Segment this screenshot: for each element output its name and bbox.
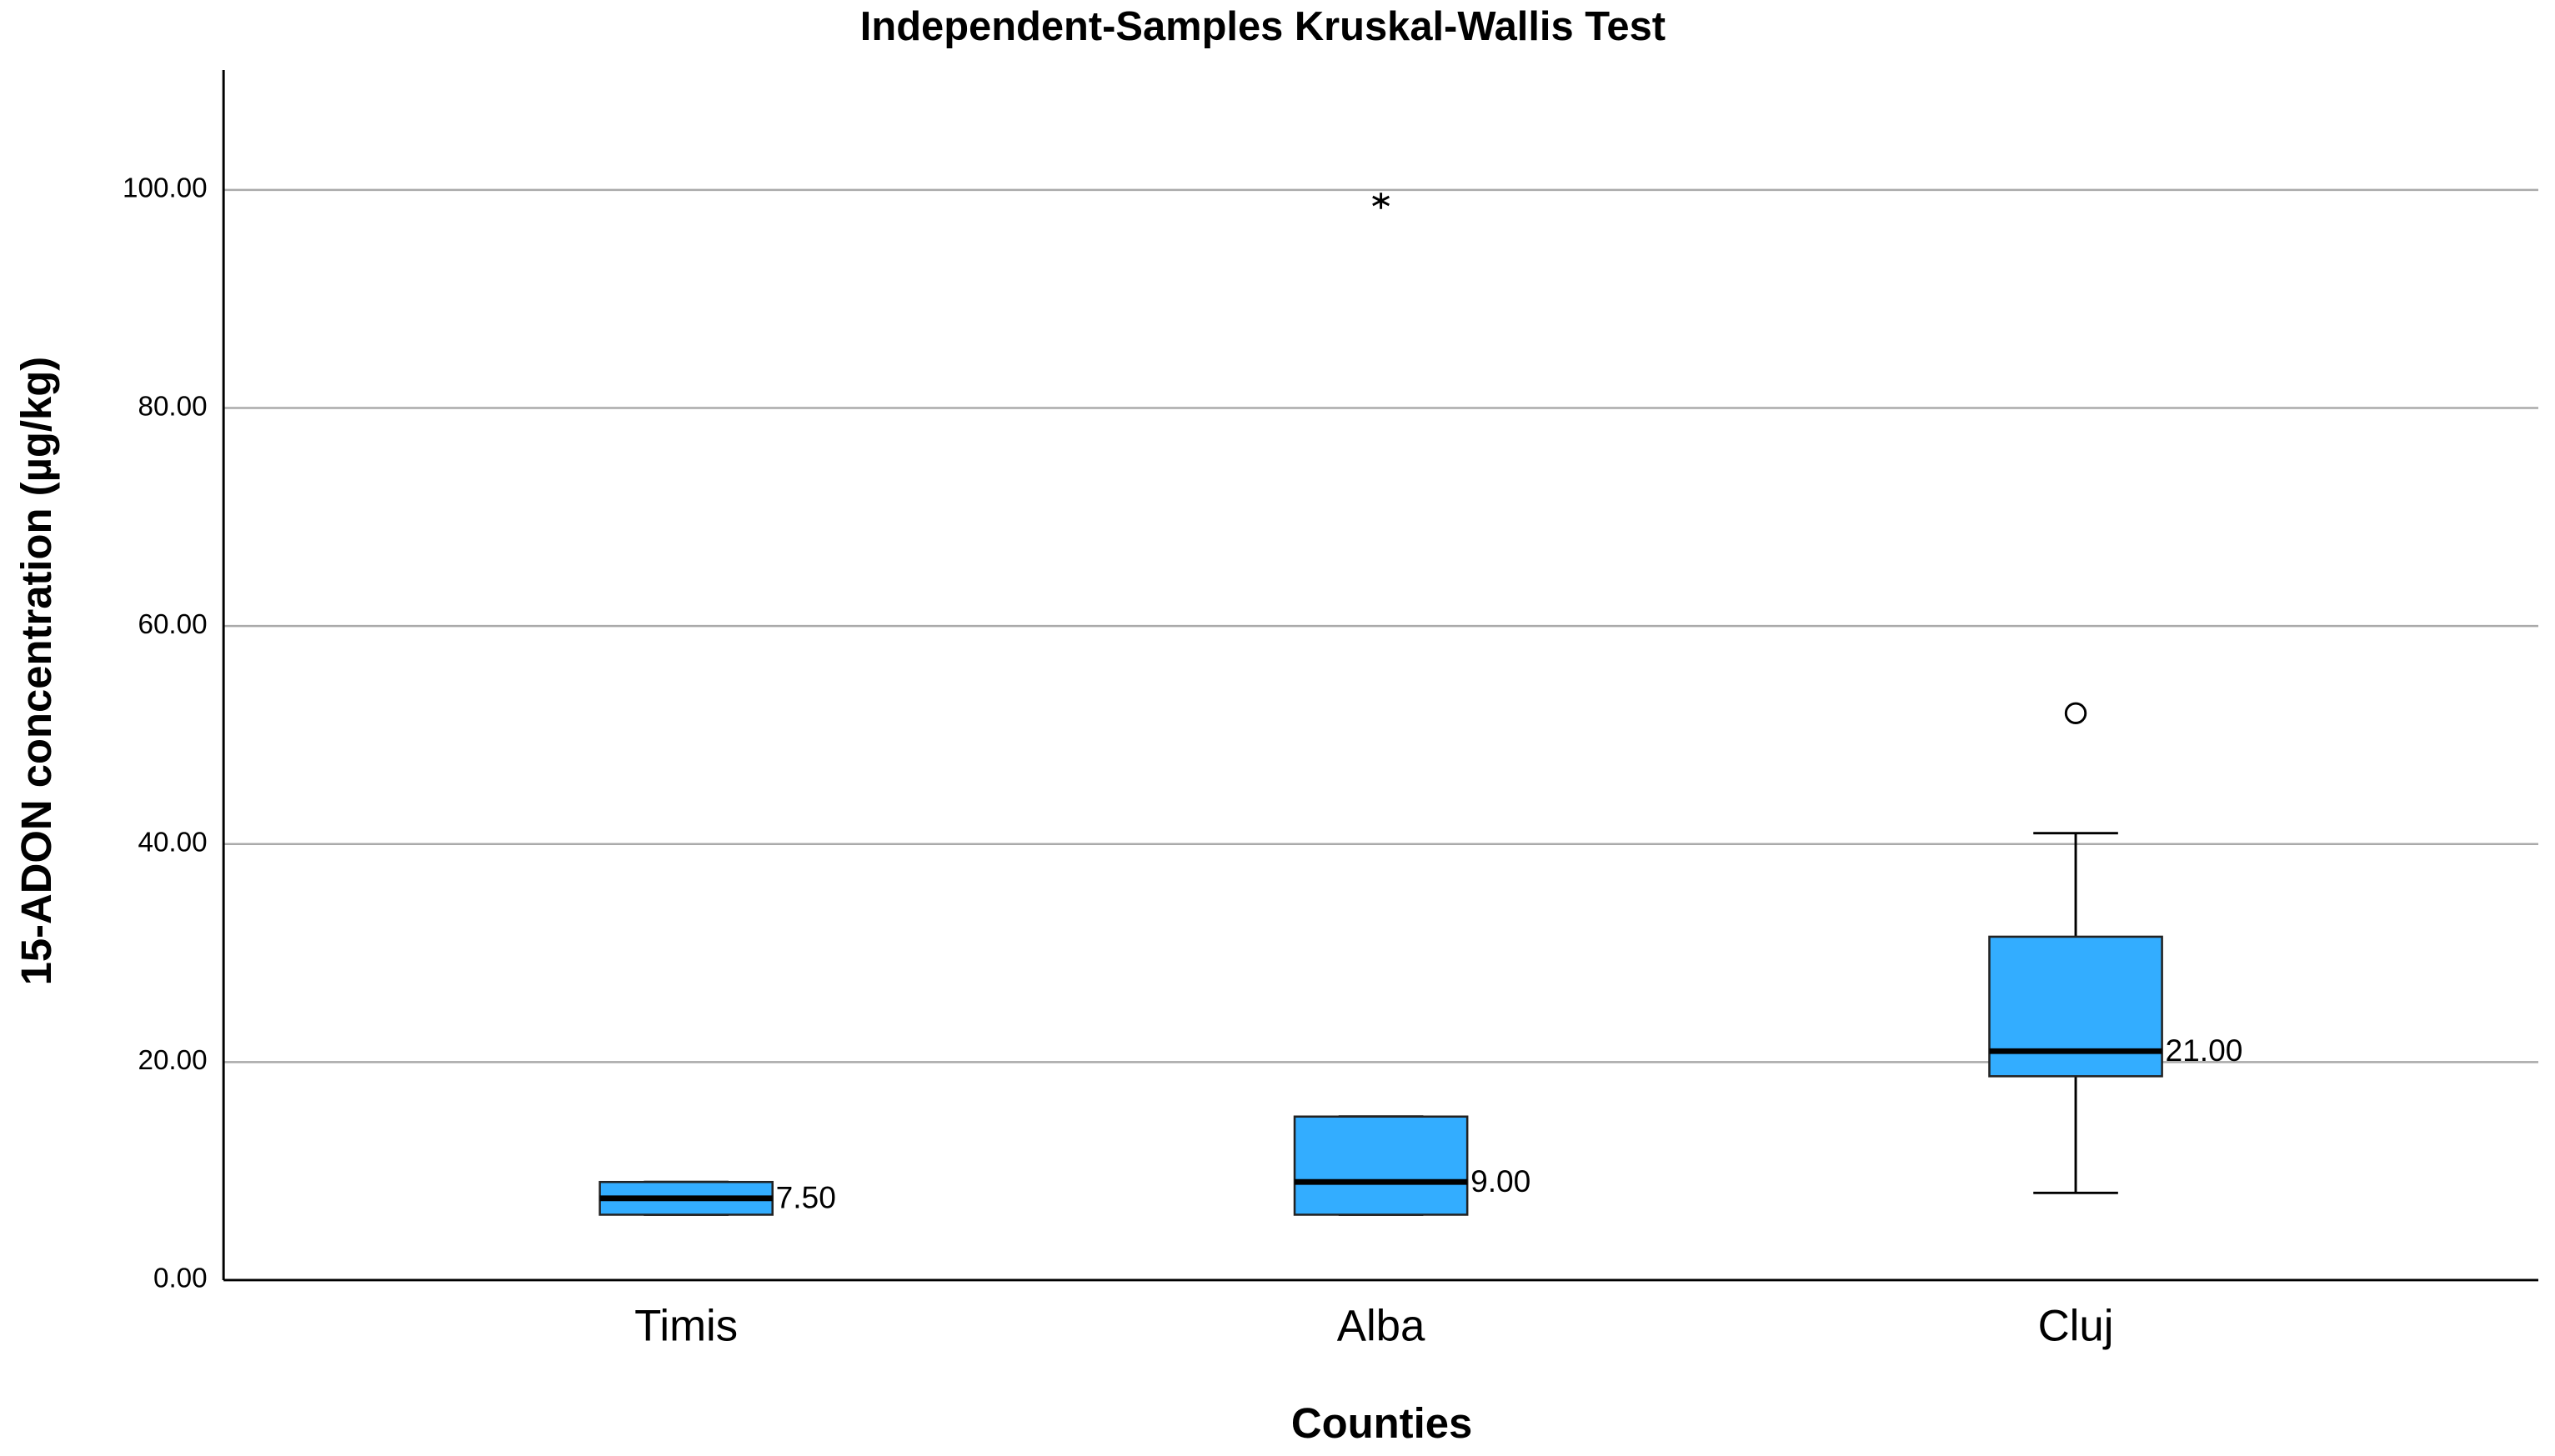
y-tick-label: 60.00	[138, 609, 207, 640]
outlier	[2064, 702, 2087, 724]
y-tick-label: 40.00	[138, 828, 207, 858]
y-axis-label: 15-ADON concentration (µg/kg)	[13, 357, 60, 986]
y-tick-label: 80.00	[138, 391, 207, 422]
extreme-outlier	[1372, 193, 1390, 209]
x-axis-label: Counties	[1291, 1399, 1472, 1447]
box	[1988, 935, 2163, 1078]
median-label: 9.00	[1470, 1163, 1530, 1198]
y-tick-label: 100.00	[123, 173, 208, 204]
median-label: 7.50	[776, 1180, 836, 1215]
x-tick-label: Alba	[1337, 1302, 1425, 1351]
chart-title: Independent-Samples Kruskal-Wallis Test	[860, 4, 1666, 49]
x-tick-label: Timis	[634, 1302, 738, 1351]
y-tick-label: 20.00	[138, 1045, 207, 1076]
y-tick-label: 0.00	[153, 1263, 208, 1294]
median-label: 21.00	[2166, 1033, 2243, 1068]
box	[1293, 1115, 1469, 1216]
x-tick-label: Cluj	[2038, 1302, 2114, 1351]
